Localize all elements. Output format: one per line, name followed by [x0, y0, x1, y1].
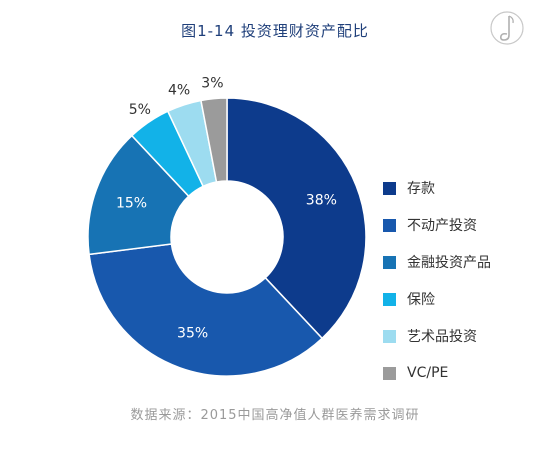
legend-label: 保险	[407, 292, 435, 308]
donut-slice-5	[200, 97, 228, 183]
legend-item-4: 艺术品投资	[383, 326, 491, 346]
slice-value-label-5: 3%	[201, 76, 223, 92]
chart-legend: 存款不动产投资金融投资产品 保险艺术品投资 VC/PE	[383, 178, 491, 400]
legend-label: 存款	[407, 181, 435, 197]
legend-label: 不动产投资	[407, 218, 477, 234]
donut-slice-1	[88, 243, 324, 377]
legend-label: 金融投资产品	[407, 255, 491, 271]
data-source-note: 数据来源：2015中国高净值人群医养需求调研	[130, 408, 420, 423]
legend-swatch	[383, 329, 396, 343]
legend-swatch	[383, 366, 396, 380]
donut-slice-2	[87, 134, 190, 256]
legend-item-2: 金融投资产品	[383, 252, 491, 272]
legend-label: 艺术品投资	[407, 329, 477, 345]
legend-swatch	[383, 181, 396, 195]
legend-item-0: 存款	[383, 178, 491, 198]
legend-item-1: 不动产投资	[383, 215, 491, 235]
slice-value-label-4: 4%	[168, 83, 190, 99]
slice-value-label-2: 15%	[116, 196, 147, 212]
donut-slice-0	[226, 97, 367, 340]
legend-swatch	[383, 218, 396, 232]
slice-value-label-3: 5%	[129, 102, 151, 118]
chart-title: 图1-14 投资理财资产配比	[181, 22, 369, 40]
slice-value-label-1: 35%	[177, 325, 208, 341]
legend-item-5: VC/PE	[383, 363, 491, 383]
music-note-logo-icon	[490, 11, 524, 45]
legend-label: VC/PE	[407, 365, 449, 381]
slice-value-label-0: 38%	[306, 193, 337, 209]
legend-swatch	[383, 292, 396, 306]
legend-item-3: 保险	[383, 289, 491, 309]
legend-swatch	[383, 255, 396, 269]
